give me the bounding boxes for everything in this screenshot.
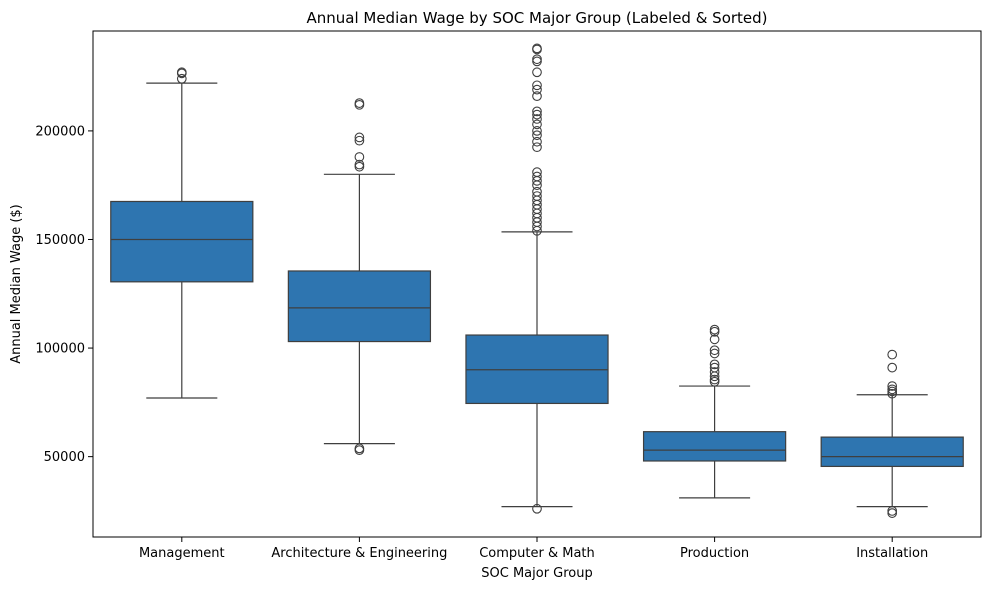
y-tick-label: 200000 bbox=[35, 124, 85, 139]
y-axis: 50000 100000 150000 200000 bbox=[35, 124, 93, 465]
outlier-point bbox=[354, 159, 365, 170]
outlier-point bbox=[354, 135, 365, 146]
box-iqr bbox=[110, 200, 254, 283]
outlier-point bbox=[532, 91, 542, 102]
outlier-point bbox=[532, 80, 542, 91]
outlier-point bbox=[354, 443, 365, 454]
y-tick-label: 150000 bbox=[35, 233, 85, 248]
outlier-point bbox=[532, 54, 542, 65]
x-axis-title: SOC Major Group bbox=[481, 566, 593, 581]
outlier-point bbox=[887, 508, 898, 518]
outlier-point bbox=[532, 67, 542, 78]
outlier-point bbox=[532, 130, 542, 141]
outlier-point bbox=[532, 186, 542, 197]
box-group bbox=[642, 324, 787, 499]
y-tick-label: 50000 bbox=[44, 450, 85, 465]
outlier-point bbox=[532, 503, 542, 514]
box-group bbox=[465, 43, 609, 514]
box-group bbox=[820, 349, 964, 518]
outlier-point bbox=[709, 324, 720, 335]
outlier-point bbox=[532, 126, 542, 136]
box-iqr bbox=[287, 270, 432, 343]
box-iqr bbox=[820, 436, 964, 468]
outlier-point bbox=[709, 367, 720, 377]
outlier-point bbox=[532, 106, 542, 117]
outlier-point bbox=[887, 362, 898, 373]
y-axis-title: Annual Median Wage ($) bbox=[9, 204, 24, 364]
outlier-point bbox=[532, 171, 542, 182]
box-iqr bbox=[642, 431, 787, 462]
outlier-point bbox=[887, 506, 898, 516]
outlier-point bbox=[176, 67, 187, 78]
outlier-point bbox=[709, 374, 720, 385]
box-group bbox=[110, 67, 254, 399]
outlier-point bbox=[532, 119, 542, 130]
outlier-point bbox=[709, 359, 720, 370]
outlier-point bbox=[354, 132, 365, 143]
outlier-point bbox=[709, 345, 720, 356]
x-tick-label: Installation bbox=[856, 546, 928, 561]
box-group bbox=[287, 98, 432, 455]
y-tick-label: 100000 bbox=[35, 342, 85, 357]
outlier-point bbox=[532, 191, 542, 201]
outlier-point bbox=[887, 349, 898, 360]
outlier-point bbox=[532, 114, 542, 124]
outlier-point bbox=[176, 73, 187, 84]
outlier-point bbox=[709, 334, 720, 345]
outlier-point bbox=[532, 109, 542, 120]
x-axis: Management Architecture & Engineering Comp… bbox=[139, 537, 928, 561]
outlier-point bbox=[532, 136, 542, 147]
outlier-point bbox=[709, 348, 720, 359]
x-tick-label: Computer & Math bbox=[479, 546, 595, 561]
x-tick-label: Management bbox=[139, 546, 225, 561]
plot-area bbox=[110, 43, 964, 518]
outlier-point bbox=[887, 384, 898, 395]
outlier-point bbox=[354, 152, 365, 162]
outlier-point bbox=[887, 381, 898, 391]
outlier-point bbox=[354, 161, 365, 172]
outlier-point bbox=[709, 362, 720, 373]
outlier-point bbox=[532, 84, 542, 95]
outlier-point bbox=[354, 98, 365, 108]
outlier-point bbox=[532, 167, 542, 178]
x-tick-label: Architecture & Engineering bbox=[271, 546, 447, 561]
chart-title: Annual Median Wage by SOC Major Group (L… bbox=[306, 9, 767, 27]
outlier-point bbox=[532, 56, 542, 67]
x-tick-label: Production bbox=[680, 546, 749, 561]
outlier-point bbox=[532, 43, 542, 54]
outlier-point bbox=[532, 142, 542, 153]
